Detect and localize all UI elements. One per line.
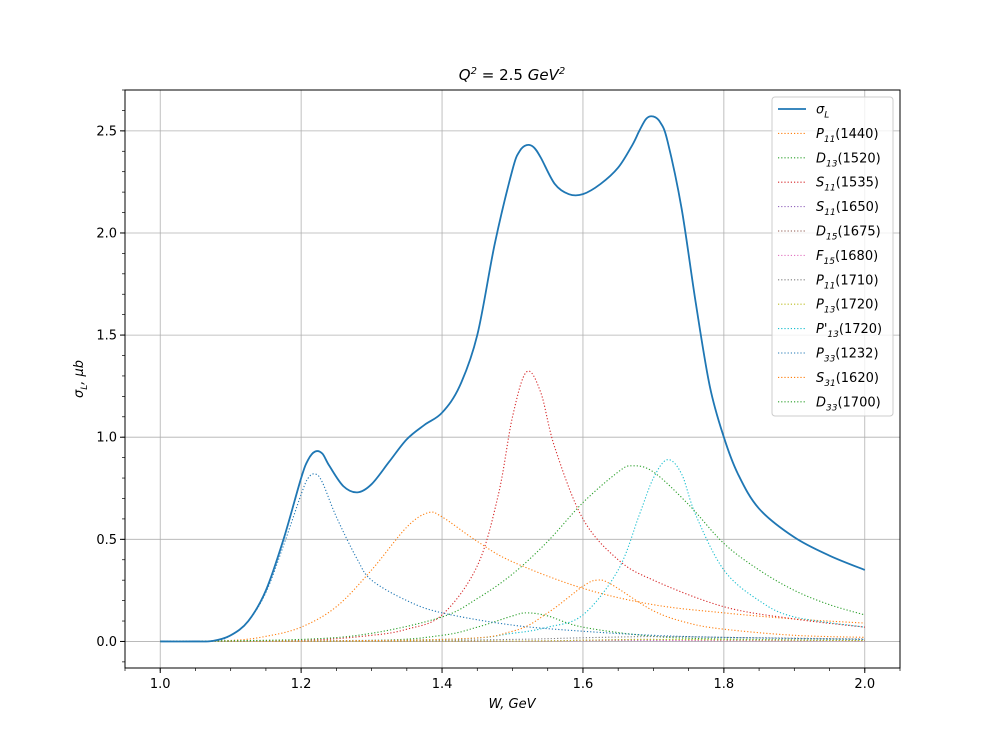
x-axis: 1.0 1.2 1.4 1.6 1.8 2.0 bbox=[124, 668, 901, 692]
legend-subscript: 33 bbox=[824, 355, 836, 365]
legend-symbol: P bbox=[816, 273, 824, 288]
legend-subscript: 13 bbox=[827, 330, 839, 340]
chart-title: Q2 = 2.5 GeV2 bbox=[459, 66, 565, 84]
title-eq: = 2.5 bbox=[477, 66, 528, 84]
legend-mass: (1720) bbox=[839, 322, 882, 337]
series-line-2 bbox=[160, 612, 865, 642]
x-tick-label: 2.0 bbox=[854, 677, 875, 692]
title-unit: GeV bbox=[528, 66, 561, 84]
x-tick-label: 1.6 bbox=[573, 677, 594, 692]
legend-subscript: 15 bbox=[823, 257, 835, 267]
legend-symbol: P bbox=[816, 127, 824, 142]
legend-entry: F15(1680) bbox=[816, 249, 878, 267]
series-line-1 bbox=[160, 511, 865, 642]
legend-symbol: S bbox=[816, 176, 824, 191]
series-line-12 bbox=[160, 465, 865, 642]
legend-entry: S11(1535) bbox=[816, 176, 879, 194]
legend-entry: P13(1720) bbox=[816, 298, 879, 316]
y-tick-label: 2.5 bbox=[96, 124, 117, 139]
legend-mass: (1720) bbox=[835, 298, 878, 313]
legend: σLP11(1440)D13(1520)S11(1535)S11(1650)D1… bbox=[771, 96, 894, 417]
legend-symbol: S bbox=[816, 200, 824, 215]
legend-subscript: 15 bbox=[826, 233, 838, 243]
legend-entry: P33(1232) bbox=[816, 347, 879, 365]
series-line-3 bbox=[160, 370, 865, 642]
legend-subscript: 31 bbox=[824, 379, 835, 389]
legend-subscript: 11 bbox=[824, 135, 835, 145]
legend-symbol: F bbox=[816, 249, 824, 264]
legend-entry: D33(1700) bbox=[816, 395, 881, 413]
y-tick-label: 0.5 bbox=[96, 533, 117, 548]
y-label-sub: L bbox=[80, 385, 90, 390]
legend-mass: (1680) bbox=[835, 249, 878, 264]
y-tick-label: 0.0 bbox=[96, 635, 117, 650]
legend-symbol: σ bbox=[816, 103, 825, 118]
legend-symbol: S bbox=[816, 371, 824, 386]
title-unit-sup: 2 bbox=[559, 66, 565, 77]
legend-subscript: 33 bbox=[826, 403, 838, 413]
legend-subscript: L bbox=[824, 111, 829, 121]
legend-mass: (1520) bbox=[837, 151, 880, 166]
legend-mass: (1700) bbox=[837, 395, 880, 410]
plot-area bbox=[160, 115, 866, 643]
x-tick-label: 1.4 bbox=[432, 677, 453, 692]
x-tick-label: 1.0 bbox=[150, 677, 171, 692]
series-line-0 bbox=[160, 115, 866, 643]
legend-subscript: 11 bbox=[824, 184, 835, 194]
legend-symbol: D bbox=[816, 395, 826, 410]
legend-entry: P11(1710) bbox=[816, 273, 879, 291]
x-tick-label: 1.8 bbox=[714, 677, 735, 692]
legend-subscript: 11 bbox=[824, 208, 835, 218]
legend-mass: (1620) bbox=[836, 371, 879, 386]
legend-box bbox=[771, 96, 894, 417]
x-tick-label: 1.2 bbox=[291, 677, 312, 692]
legend-subscript: 11 bbox=[824, 281, 835, 291]
x-axis-label: W, GeV bbox=[488, 697, 536, 712]
legend-symbol: P bbox=[816, 347, 824, 362]
legend-entry: S11(1650) bbox=[816, 200, 879, 218]
legend-entry: D15(1675) bbox=[816, 225, 881, 243]
series-line-9 bbox=[160, 459, 865, 642]
title-lhs: Q bbox=[459, 66, 471, 84]
y-axis: 0.0 0.5 1.0 1.5 2.0 2.5 bbox=[96, 89, 125, 663]
legend-mass: (1440) bbox=[835, 127, 878, 142]
legend-mass: (1650) bbox=[836, 200, 879, 215]
legend-mass: (1675) bbox=[837, 225, 880, 240]
y-label-sym: σ bbox=[72, 389, 87, 398]
title-lhs-sup: 2 bbox=[471, 66, 477, 77]
y-tick-label: 1.5 bbox=[96, 329, 117, 344]
legend-entry: S31(1620) bbox=[816, 371, 879, 389]
legend-mass: (1232) bbox=[835, 347, 878, 362]
legend-symbol: P' bbox=[816, 322, 827, 337]
legend-entry: D13(1520) bbox=[816, 151, 881, 169]
series-line-10 bbox=[160, 473, 865, 643]
legend-subscript: 13 bbox=[826, 159, 838, 169]
legend-subscript: 13 bbox=[824, 306, 836, 316]
legend-mass: (1710) bbox=[835, 273, 878, 288]
legend-entry: P11(1440) bbox=[816, 127, 879, 145]
legend-symbol: D bbox=[816, 225, 826, 240]
y-tick-label: 1.0 bbox=[96, 431, 117, 446]
legend-symbol: D bbox=[816, 151, 826, 166]
y-tick-label: 2.0 bbox=[96, 226, 117, 241]
legend-entry: P'13(1720) bbox=[816, 322, 882, 340]
legend-entry: σL bbox=[816, 103, 829, 121]
legend-symbol: P bbox=[816, 298, 824, 313]
legend-mass: (1535) bbox=[836, 176, 879, 191]
y-axis-label: σL, μb bbox=[72, 360, 90, 398]
series-line-8 bbox=[160, 638, 865, 642]
y-label-rest: , μb bbox=[72, 360, 87, 385]
